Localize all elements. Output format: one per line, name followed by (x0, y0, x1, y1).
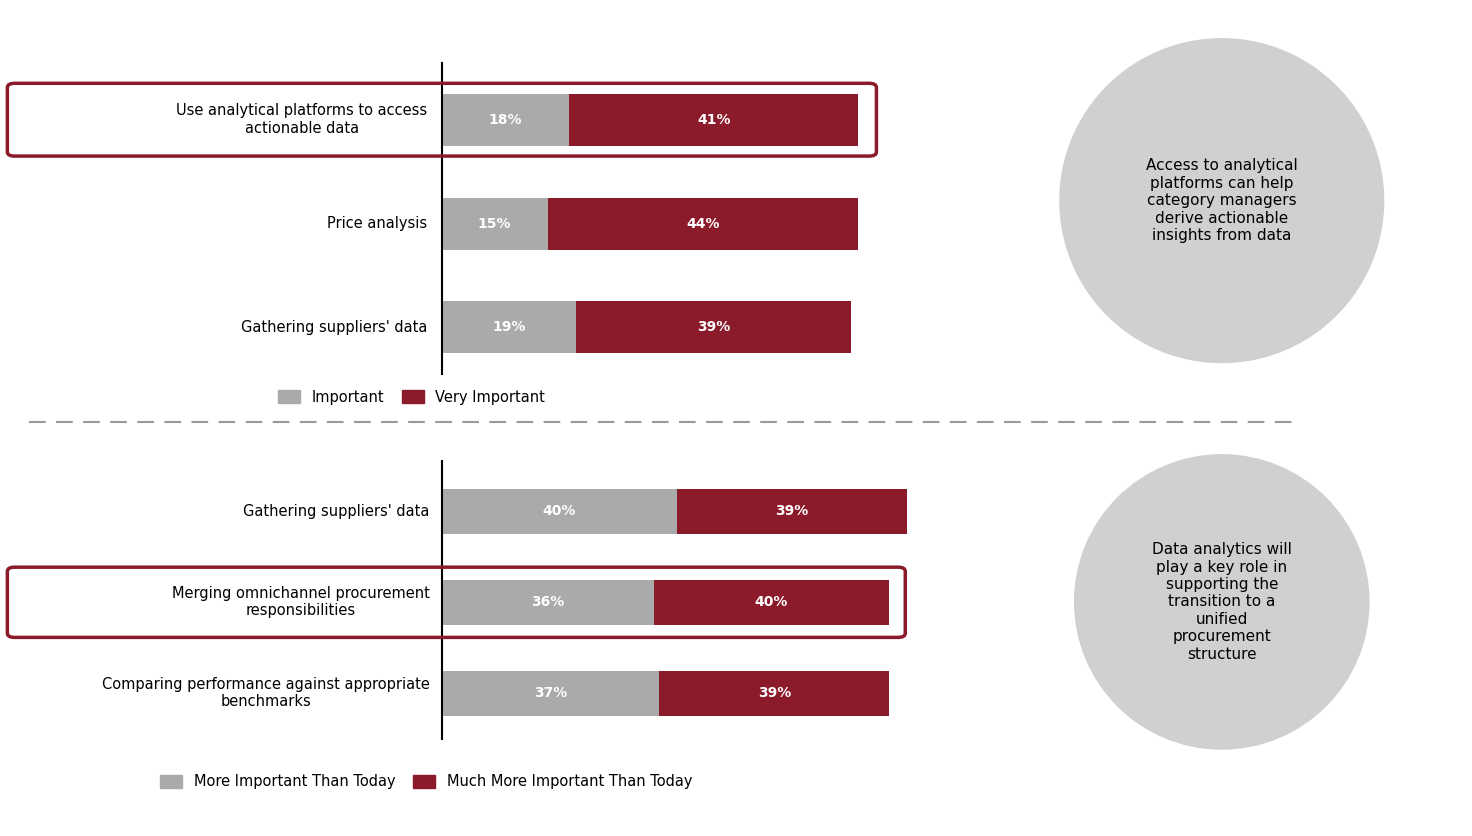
Bar (677, 488, 907, 534)
Circle shape (1060, 38, 1384, 363)
Text: 37%: 37% (534, 686, 567, 701)
Bar (442, 670, 659, 716)
Legend: Important, Very Important: Important, Very Important (272, 384, 551, 410)
Bar (568, 94, 858, 145)
Bar (442, 197, 548, 249)
Text: Gathering suppliers' data: Gathering suppliers' data (243, 504, 430, 519)
Text: 18%: 18% (489, 113, 523, 127)
Text: Access to analytical
platforms can help
category managers
derive actionable
insi: Access to analytical platforms can help … (1145, 158, 1298, 243)
Bar (659, 670, 889, 716)
Bar (442, 579, 654, 625)
Text: 44%: 44% (686, 217, 720, 231)
Text: Price analysis: Price analysis (327, 216, 427, 231)
Bar (548, 197, 858, 249)
Text: 40%: 40% (543, 504, 576, 518)
Text: Gathering suppliers' data: Gathering suppliers' data (241, 320, 427, 335)
Text: 40%: 40% (755, 595, 788, 609)
Bar (442, 94, 568, 145)
Text: Use analytical platforms to access
actionable data: Use analytical platforms to access actio… (177, 104, 427, 136)
Text: 15%: 15% (478, 217, 511, 231)
Bar (442, 302, 576, 354)
Text: 39%: 39% (758, 686, 790, 701)
Legend: More Important Than Today, Much More Important Than Today: More Important Than Today, Much More Imp… (155, 768, 698, 795)
Text: Merging omnichannel procurement
responsibilities: Merging omnichannel procurement responsi… (172, 586, 430, 619)
Text: 41%: 41% (696, 113, 730, 127)
Text: 19%: 19% (492, 320, 526, 334)
Text: 39%: 39% (698, 320, 730, 334)
Bar (654, 579, 889, 625)
Text: 39%: 39% (776, 504, 808, 518)
Text: Comparing performance against appropriate
benchmarks: Comparing performance against appropriat… (102, 677, 430, 710)
Bar (442, 488, 677, 534)
Circle shape (1075, 455, 1369, 749)
Text: 36%: 36% (531, 595, 564, 609)
Text: Data analytics will
play a key role in
supporting the
transition to a
unified
pr: Data analytics will play a key role in s… (1151, 543, 1292, 661)
Bar (576, 302, 851, 354)
